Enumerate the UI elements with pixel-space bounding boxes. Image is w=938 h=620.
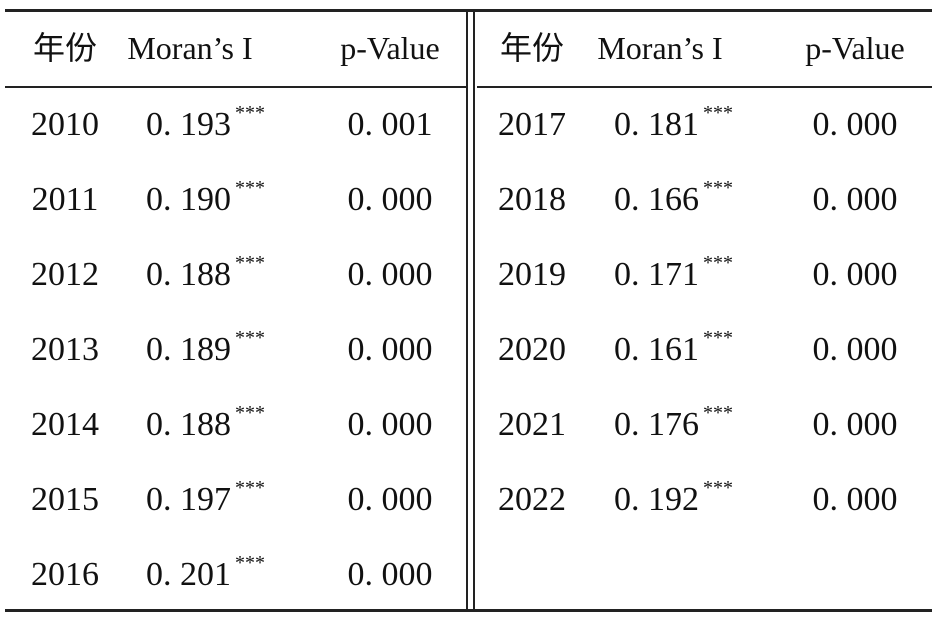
- p-value-cell: 0. 000: [812, 331, 898, 368]
- moran-cell: 0. 193 ***: [146, 102, 265, 149]
- moran-value: 0. 190: [146, 181, 231, 218]
- year-cell: 2014: [31, 406, 99, 443]
- moran-value: 0. 171: [614, 256, 699, 293]
- p-value-cell: 0. 000: [812, 181, 898, 218]
- bottom-rule: [5, 609, 932, 612]
- top-rule: [5, 9, 932, 12]
- significance-stars: ***: [235, 102, 265, 124]
- moran-cell: 0. 181 ***: [614, 102, 733, 149]
- moran-value: 0. 193: [146, 106, 231, 143]
- moran-value: 0. 161: [614, 331, 699, 368]
- significance-stars: ***: [235, 477, 265, 499]
- p-value-cell: 0. 000: [812, 106, 898, 143]
- header-cell: 年份: [499, 30, 565, 66]
- significance-stars: ***: [703, 177, 733, 199]
- year-cell: 2020: [498, 331, 566, 368]
- year-cell: 2016: [31, 556, 99, 593]
- year-cell: 2022: [498, 481, 566, 518]
- moran-cell: 0. 190 ***: [146, 177, 265, 224]
- moran-cell: 0. 171 ***: [614, 252, 733, 299]
- year-cell: 2021: [498, 406, 566, 443]
- header-cell: Moran’s I: [597, 30, 723, 66]
- divider-line: [466, 10, 468, 610]
- header-rule-right: [477, 86, 932, 88]
- header-rule-left: [5, 86, 467, 88]
- moran-value: 0. 189: [146, 331, 231, 368]
- significance-stars: ***: [703, 477, 733, 499]
- header-cell: p-Value: [805, 30, 905, 66]
- moran-cell: 0. 197 ***: [146, 477, 265, 524]
- p-value-cell: 0. 000: [347, 406, 433, 443]
- p-value-cell: 0. 000: [347, 256, 433, 293]
- p-value-cell: 0. 000: [347, 481, 433, 518]
- moran-value: 0. 201: [146, 556, 231, 593]
- moran-value: 0. 176: [614, 406, 699, 443]
- year-cell: 2011: [31, 181, 99, 218]
- significance-stars: ***: [235, 252, 265, 274]
- divider-line: [473, 10, 475, 610]
- moran-cell: 0. 188 ***: [146, 252, 265, 299]
- moran-cell: 0. 201 ***: [146, 552, 265, 599]
- moran-value: 0. 188: [146, 406, 231, 443]
- p-value-cell: 0. 000: [347, 556, 433, 593]
- header-cell: Moran’s I: [127, 30, 253, 66]
- header-cell: 年份: [32, 30, 98, 66]
- year-cell: 2010: [31, 106, 99, 143]
- year-cell: 2013: [31, 331, 99, 368]
- year-cell: 2015: [31, 481, 99, 518]
- header-cell: p-Value: [340, 30, 440, 66]
- significance-stars: ***: [703, 102, 733, 124]
- moran-cell: 0. 189 ***: [146, 327, 265, 374]
- significance-stars: ***: [235, 327, 265, 349]
- year-cell: 2012: [31, 256, 99, 293]
- significance-stars: ***: [235, 177, 265, 199]
- moran-value: 0. 188: [146, 256, 231, 293]
- moran-cell: 0. 192 ***: [614, 477, 733, 524]
- p-value-cell: 0. 000: [812, 406, 898, 443]
- p-value-cell: 0. 001: [347, 106, 433, 143]
- moran-value: 0. 166: [614, 181, 699, 218]
- moran-value: 0. 197: [146, 481, 231, 518]
- significance-stars: ***: [703, 402, 733, 424]
- year-cell: 2018: [498, 181, 566, 218]
- p-value-cell: 0. 000: [347, 331, 433, 368]
- p-value-cell: 0. 000: [812, 256, 898, 293]
- moran-value: 0. 181: [614, 106, 699, 143]
- year-cell: 2019: [498, 256, 566, 293]
- significance-stars: ***: [235, 402, 265, 424]
- significance-stars: ***: [703, 327, 733, 349]
- moran-cell: 0. 166 ***: [614, 177, 733, 224]
- moran-cell: 0. 176 ***: [614, 402, 733, 449]
- moran-value: 0. 192: [614, 481, 699, 518]
- p-value-cell: 0. 000: [812, 481, 898, 518]
- year-cell: 2017: [498, 106, 566, 143]
- significance-stars: ***: [235, 552, 265, 574]
- significance-stars: ***: [703, 252, 733, 274]
- moran-cell: 0. 161 ***: [614, 327, 733, 374]
- moran-cell: 0. 188 ***: [146, 402, 265, 449]
- p-value-cell: 0. 000: [347, 181, 433, 218]
